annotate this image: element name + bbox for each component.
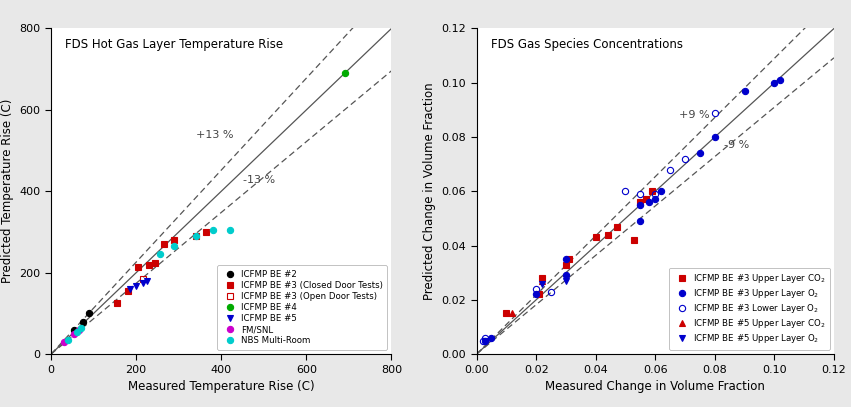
ICFMP BE #3 Upper Layer CO$_2$ bbox=[534, 292, 545, 297]
NBS Multi-Room bbox=[225, 228, 235, 232]
ICFMP BE #3 Lower Layer O$_2$ bbox=[480, 335, 490, 340]
ICFMP BE #3 Lower Layer O$_2$ bbox=[620, 189, 631, 194]
Line: ICFMP BE #2: ICFMP BE #2 bbox=[71, 310, 93, 333]
ICFMP BE #3 Upper Layer O$_2$ bbox=[769, 80, 780, 85]
Line: ICFMP BE #5: ICFMP BE #5 bbox=[127, 278, 150, 292]
ICFMP BE #3 Upper Layer CO$_2$ bbox=[611, 224, 621, 229]
ICFMP BE #3 Upper Layer CO$_2$ bbox=[603, 232, 613, 237]
NBS Multi-Room bbox=[71, 329, 82, 334]
Line: ICFMP BE #5 Upper Layer O$_2$: ICFMP BE #5 Upper Layer O$_2$ bbox=[483, 278, 569, 344]
ICFMP BE #3 Lower Layer O$_2$ bbox=[477, 338, 488, 343]
ICFMP BE #5 bbox=[131, 283, 141, 288]
ICFMP BE #3 Upper Layer CO$_2$ bbox=[630, 238, 640, 243]
ICFMP BE #3 Upper Layer O$_2$ bbox=[635, 202, 646, 207]
ICFMP BE #2 bbox=[70, 327, 80, 332]
ICFMP BE #3 Upper Layer CO$_2$ bbox=[563, 257, 574, 262]
ICFMP BE #3 Lower Layer O$_2$ bbox=[531, 287, 541, 291]
Text: FDS Gas Species Concentrations: FDS Gas Species Concentrations bbox=[491, 38, 683, 51]
Text: -9 %: -9 % bbox=[723, 140, 749, 150]
Line: ICFMP BE #5 Upper Layer CO$_2$: ICFMP BE #5 Upper Layer CO$_2$ bbox=[509, 278, 545, 317]
ICFMP BE #3 (Closed Door Tests) bbox=[169, 238, 180, 243]
ICFMP BE #3 Upper Layer O$_2$ bbox=[487, 335, 497, 340]
X-axis label: Measured Temperature Rise (C): Measured Temperature Rise (C) bbox=[128, 380, 315, 393]
Line: ICFMP BE #3 Upper Layer CO$_2$: ICFMP BE #3 Upper Layer CO$_2$ bbox=[503, 188, 655, 317]
ICFMP BE #3 Upper Layer CO$_2$ bbox=[561, 262, 571, 267]
FM/SNL bbox=[73, 327, 83, 332]
ICFMP BE #3 Upper Layer CO$_2$ bbox=[591, 235, 601, 240]
ICFMP BE #2 bbox=[77, 319, 89, 324]
FM/SNL bbox=[59, 339, 69, 344]
NBS Multi-Room bbox=[63, 337, 73, 342]
ICFMP BE #3 Upper Layer O$_2$ bbox=[710, 135, 720, 140]
ICFMP BE #3 Upper Layer O$_2$ bbox=[561, 273, 571, 278]
ICFMP BE #3 Upper Layer CO$_2$ bbox=[642, 197, 652, 202]
ICFMP BE #3 (Closed Door Tests) bbox=[144, 262, 154, 267]
ICFMP BE #5 Upper Layer O$_2$ bbox=[480, 338, 490, 343]
ICFMP BE #3 Upper Layer CO$_2$ bbox=[635, 200, 646, 205]
ICFMP BE #5 bbox=[124, 287, 134, 291]
ICFMP BE #3 Lower Layer O$_2$ bbox=[650, 192, 660, 197]
ICFMP BE #3 Upper Layer O$_2$ bbox=[656, 189, 666, 194]
ICFMP BE #3 (Closed Door Tests) bbox=[123, 289, 133, 293]
ICFMP BE #2 bbox=[84, 311, 94, 316]
ICFMP BE #3 (Closed Door Tests) bbox=[133, 264, 143, 269]
Line: ICFMP BE #3 Lower Layer O$_2$: ICFMP BE #3 Lower Layer O$_2$ bbox=[479, 109, 718, 344]
ICFMP BE #5 Upper Layer CO$_2$ bbox=[507, 311, 517, 316]
ICFMP BE #3 Upper Layer O$_2$ bbox=[635, 219, 646, 223]
Text: FDS Hot Gas Layer Temperature Rise: FDS Hot Gas Layer Temperature Rise bbox=[65, 38, 283, 51]
NBS Multi-Room bbox=[169, 244, 180, 249]
Line: FM/SNL: FM/SNL bbox=[60, 326, 82, 345]
ICFMP BE #5 bbox=[138, 280, 148, 285]
NBS Multi-Room bbox=[191, 234, 201, 239]
ICFMP BE #3 Lower Layer O$_2$ bbox=[680, 156, 690, 161]
Legend: ICFMP BE #3 Upper Layer CO$_2$, ICFMP BE #3 Upper Layer O$_2$, ICFMP BE #3 Lower: ICFMP BE #3 Upper Layer CO$_2$, ICFMP BE… bbox=[669, 267, 830, 350]
ICFMP BE #5 Upper Layer O$_2$ bbox=[561, 278, 571, 283]
ICFMP BE #3 Upper Layer CO$_2$ bbox=[648, 189, 658, 194]
ICFMP BE #5 bbox=[141, 278, 152, 283]
ICFMP BE #3 Upper Layer O$_2$ bbox=[644, 200, 654, 205]
X-axis label: Measured Change in Volume Fraction: Measured Change in Volume Fraction bbox=[545, 380, 765, 393]
Y-axis label: Predicted Temperature Rise (C): Predicted Temperature Rise (C) bbox=[1, 99, 14, 284]
ICFMP BE #3 Lower Layer O$_2$ bbox=[635, 192, 646, 197]
ICFMP BE #3 (Closed Door Tests) bbox=[111, 301, 123, 306]
ICFMP BE #3 Lower Layer O$_2$ bbox=[710, 110, 720, 115]
Y-axis label: Predicted Change in Volume Fraction: Predicted Change in Volume Fraction bbox=[423, 83, 436, 300]
FM/SNL bbox=[70, 331, 80, 336]
Line: NBS Multi-Room: NBS Multi-Room bbox=[65, 227, 233, 343]
ICFMP BE #3 (Closed Door Tests) bbox=[191, 234, 201, 239]
ICFMP BE #5 Upper Layer O$_2$ bbox=[537, 281, 547, 286]
ICFMP BE #3 Lower Layer O$_2$ bbox=[546, 289, 557, 294]
NBS Multi-Room bbox=[208, 228, 218, 232]
ICFMP BE #3 Lower Layer O$_2$ bbox=[665, 167, 676, 172]
ICFMP BE #3 (Closed Door Tests) bbox=[201, 230, 211, 234]
ICFMP BE #3 Upper Layer O$_2$ bbox=[694, 151, 705, 156]
ICFMP BE #3 Upper Layer O$_2$ bbox=[650, 197, 660, 202]
Text: +9 %: +9 % bbox=[679, 110, 710, 120]
Text: +13 %: +13 % bbox=[196, 130, 233, 140]
ICFMP BE #3 Upper Layer O$_2$ bbox=[480, 338, 490, 343]
ICFMP BE #3 (Closed Door Tests) bbox=[158, 242, 168, 247]
ICFMP BE #3 Upper Layer O$_2$ bbox=[561, 257, 571, 262]
Line: ICFMP BE #3 (Closed Door Tests): ICFMP BE #3 (Closed Door Tests) bbox=[114, 229, 209, 306]
ICFMP BE #3 Upper Layer CO$_2$ bbox=[501, 311, 511, 316]
ICFMP BE #5 Upper Layer CO$_2$ bbox=[537, 278, 547, 283]
ICFMP BE #3 Upper Layer CO$_2$ bbox=[537, 276, 547, 280]
ICFMP BE #3 (Closed Door Tests) bbox=[150, 260, 160, 265]
NBS Multi-Room bbox=[76, 325, 86, 330]
Text: -13 %: -13 % bbox=[243, 175, 275, 185]
ICFMP BE #3 Upper Layer O$_2$ bbox=[531, 292, 541, 297]
NBS Multi-Room bbox=[155, 252, 165, 257]
ICFMP BE #3 Upper Layer O$_2$ bbox=[775, 78, 785, 83]
ICFMP BE #3 Upper Layer O$_2$ bbox=[740, 88, 750, 93]
Line: ICFMP BE #3 Upper Layer O$_2$: ICFMP BE #3 Upper Layer O$_2$ bbox=[483, 77, 784, 344]
Legend: ICFMP BE #2, ICFMP BE #3 (Closed Door Tests), ICFMP BE #3 (Open Door Tests), ICF: ICFMP BE #2, ICFMP BE #3 (Closed Door Te… bbox=[217, 265, 387, 350]
